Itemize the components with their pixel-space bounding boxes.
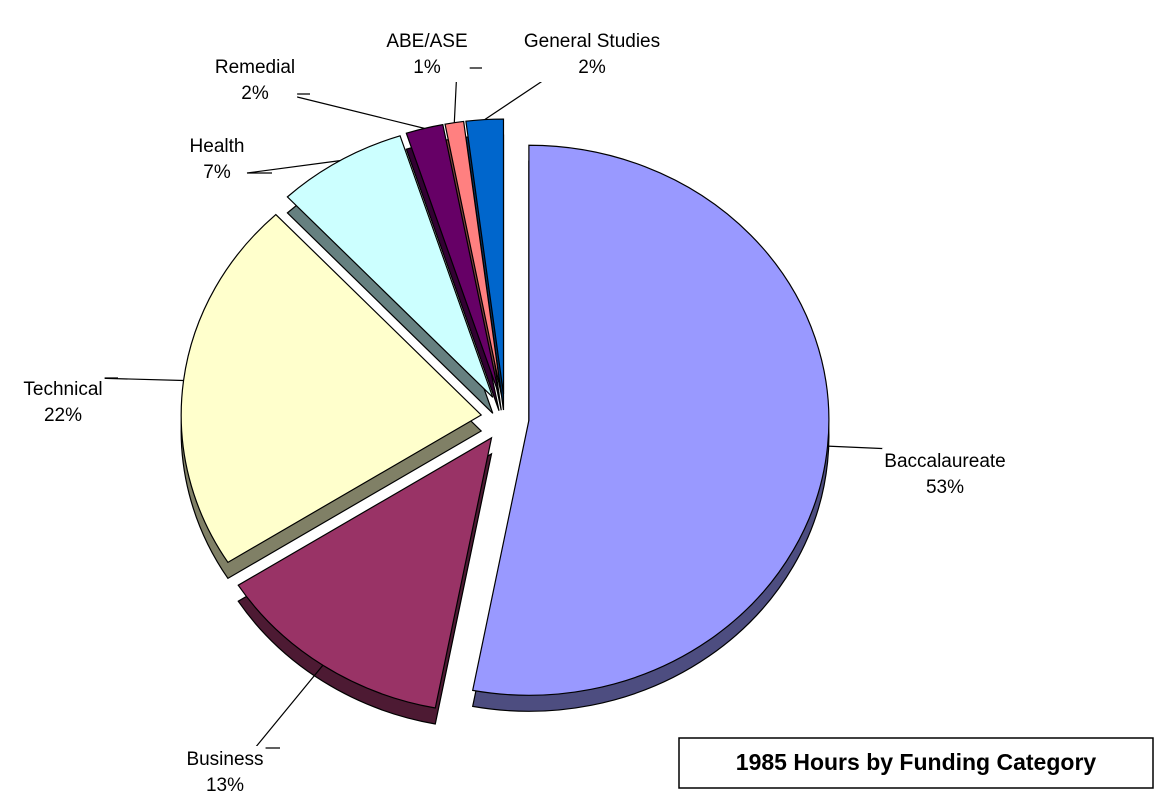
slice-label: ABE/ASE: [386, 31, 467, 52]
slice-label: Baccalaureate: [884, 451, 1005, 472]
slice: [471, 144, 830, 696]
label-bg: [21, 376, 105, 430]
value-label: 2%: [578, 57, 606, 78]
slice-label: Business: [186, 749, 263, 770]
value-label: 7%: [203, 162, 231, 183]
title-box: [678, 737, 1154, 789]
value-label: 53%: [926, 477, 964, 498]
value-label: 1%: [413, 57, 441, 78]
label-bg: [212, 54, 298, 108]
chart-title: 1985 Hours by Funding Category: [736, 749, 1097, 775]
slice: [286, 135, 494, 398]
label-bg: [384, 28, 470, 82]
label-bg: [184, 746, 266, 794]
label-bg: [187, 133, 247, 187]
slice-label: Health: [190, 136, 245, 157]
slice-label: General Studies: [524, 31, 660, 52]
leader-line: [92, 377, 184, 382]
slice-label: Technical: [23, 379, 102, 400]
slice: [237, 436, 493, 709]
label-bg: [521, 28, 663, 82]
leader-line: [284, 93, 425, 129]
slice: [180, 213, 483, 564]
leader-line: [253, 664, 324, 749]
slice-tops: [180, 118, 830, 709]
value-label: 13%: [206, 775, 244, 794]
slice-label: Remedial: [215, 57, 295, 78]
value-label: 22%: [44, 405, 82, 426]
label-bg: [882, 448, 1008, 502]
leader-line: [246, 160, 341, 174]
value-label: 2%: [241, 83, 269, 104]
